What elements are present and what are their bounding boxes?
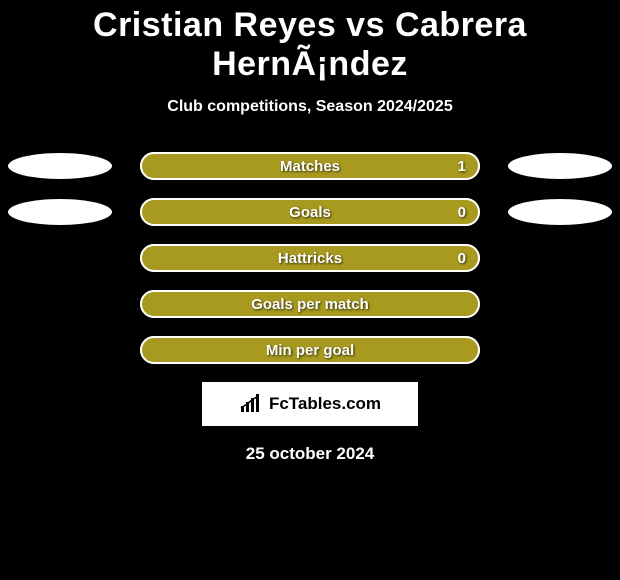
stat-rows: Matches1Goals0Hattricks0Goals per matchM… [0,152,620,364]
page-title: Cristian Reyes vs Cabrera HernÃ¡ndez [0,0,620,84]
stat-row: Goals0 [0,198,620,226]
player-ellipse-right [508,153,612,179]
stat-row: Hattricks0 [0,244,620,272]
logo-chart-icon [239,394,263,414]
stat-label: Goals [140,198,480,226]
stat-label: Goals per match [140,290,480,318]
stat-bar: Goals0 [140,198,480,226]
stat-value: 0 [458,198,466,226]
stat-label: Min per goal [140,336,480,364]
player-ellipse-right [508,199,612,225]
stat-label: Matches [140,152,480,180]
stat-bar: Hattricks0 [140,244,480,272]
stat-bar: Goals per match [140,290,480,318]
stat-row: Matches1 [0,152,620,180]
stat-value: 1 [458,152,466,180]
player-ellipse-left [8,199,112,225]
stat-bar: Matches1 [140,152,480,180]
subtitle: Club competitions, Season 2024/2025 [0,98,620,116]
stat-bar: Min per goal [140,336,480,364]
stat-label: Hattricks [140,244,480,272]
player-ellipse-left [8,153,112,179]
stat-value: 0 [458,244,466,272]
logo-text: FcTables.com [269,394,381,414]
stat-row: Goals per match [0,290,620,318]
date-label: 25 october 2024 [0,444,620,464]
stat-row: Min per goal [0,336,620,364]
logo-box: FcTables.com [202,382,418,426]
